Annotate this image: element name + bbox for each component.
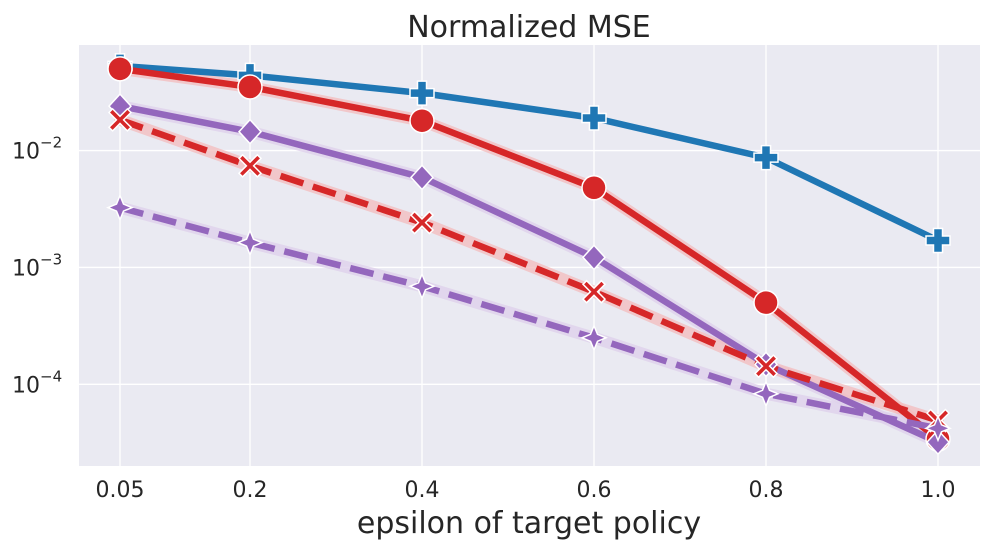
series-4-marker: [580, 323, 608, 352]
y-tick-labels: 10−2 10−3 10−4: [12, 134, 62, 399]
series-0-marker: [581, 105, 607, 131]
series-0-marker: [409, 80, 435, 106]
series-3-marker: [237, 153, 263, 178]
series-4-marker: [236, 228, 264, 257]
y-tick-label: 10−3: [12, 250, 62, 281]
series-1-marker: [107, 56, 133, 82]
series-1-marker: [409, 107, 435, 134]
series-4-marker: [752, 379, 780, 408]
series-0-marker: [925, 227, 951, 254]
series-1-line: [119, 65, 941, 442]
series-1-marker: [237, 74, 263, 100]
x-tick-label: 0.2: [233, 478, 268, 503]
series-4-marker: [924, 414, 952, 443]
series-2-marker: [409, 164, 435, 191]
series-0-line: [119, 62, 940, 244]
series-3-line: [118, 116, 939, 424]
x-tick-labels: 0.05 0.2 0.4 0.6 0.8 1.0: [96, 478, 956, 503]
x-tick-label: 0.6: [577, 478, 612, 503]
x-axis-label: epsilon of target policy: [357, 506, 701, 541]
series-0-marker: [753, 144, 779, 171]
x-tick-label: 0.05: [96, 478, 145, 503]
series-lines: [118, 62, 941, 446]
chart-title: Normalized MSE: [407, 10, 651, 45]
series-3-marker: [581, 279, 607, 304]
y-tick-label: 10−2: [12, 134, 62, 165]
series-4-marker: [408, 272, 436, 301]
series-3-marker: [107, 107, 133, 132]
series-2-marker: [581, 244, 607, 271]
y-tick-label: 10−4: [12, 367, 62, 398]
series-1-marker: [581, 175, 607, 201]
series-3-marker: [753, 354, 779, 379]
series-3-marker: [409, 210, 435, 235]
series-4-marker: [106, 193, 134, 222]
x-tick-label: 1.0: [921, 478, 956, 503]
x-tick-label: 0.8: [749, 478, 784, 503]
x-tick-label: 0.4: [405, 478, 440, 503]
series-4-line: [119, 204, 939, 432]
series-1-marker: [753, 289, 779, 316]
series-markers: [106, 53, 952, 456]
series-2-marker: [237, 118, 263, 145]
